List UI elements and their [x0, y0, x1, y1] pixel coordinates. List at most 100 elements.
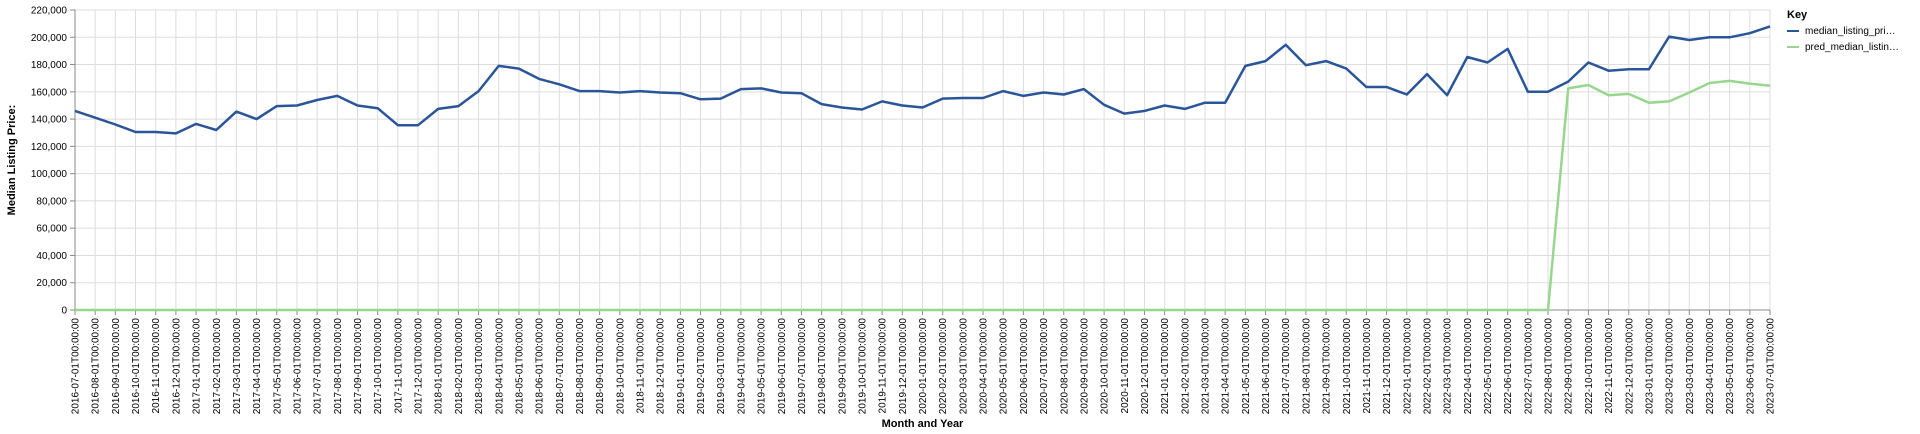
x-tick-label: 2022-03-01T00:00:00 — [1443, 318, 1454, 415]
y-tick-label: 20,000 — [36, 278, 67, 289]
legend-item-label: median_listing_pri… — [1805, 26, 1896, 37]
x-tick-label: 2022-06-01T00:00:00 — [1503, 318, 1514, 415]
x-tick-label: 2018-02-01T00:00:00 — [454, 318, 465, 415]
x-tick-label: 2019-02-01T00:00:00 — [696, 318, 707, 415]
x-tick-label: 2017-05-01T00:00:00 — [272, 318, 283, 415]
x-tick-label: 2017-11-01T00:00:00 — [393, 318, 404, 414]
y-tick-label: 100,000 — [31, 169, 68, 180]
x-tick-label: 2021-05-01T00:00:00 — [1241, 318, 1252, 415]
x-tick-label: 2020-01-01T00:00:00 — [918, 318, 929, 415]
x-tick-label: 2020-12-01T00:00:00 — [1140, 318, 1151, 415]
x-tick-label: 2016-10-01T00:00:00 — [131, 318, 142, 415]
grid — [74, 9, 1771, 311]
x-tick-label: 2019-04-01T00:00:00 — [736, 318, 747, 415]
x-tick-label: 2022-08-01T00:00:00 — [1544, 318, 1555, 415]
y-tick-label: 0 — [61, 306, 67, 317]
x-tick-label: 2018-06-01T00:00:00 — [535, 318, 546, 415]
x-tick-label: 2023-07-01T00:00:00 — [1766, 318, 1777, 415]
x-tick-label: 2018-07-01T00:00:00 — [555, 318, 566, 415]
x-tick-label: 2019-12-01T00:00:00 — [898, 318, 909, 415]
x-tick-label: 2019-06-01T00:00:00 — [777, 318, 788, 415]
y-tick-label: 180,000 — [31, 60, 68, 71]
x-tick-label: 2020-07-01T00:00:00 — [1039, 318, 1050, 415]
x-tick-label: 2021-04-01T00:00:00 — [1221, 318, 1232, 415]
x-tick-label: 2017-03-01T00:00:00 — [232, 318, 243, 415]
x-tick-label: 2016-09-01T00:00:00 — [111, 318, 122, 415]
x-tick-label: 2017-10-01T00:00:00 — [373, 318, 384, 415]
x-tick-label: 2018-12-01T00:00:00 — [656, 318, 667, 415]
x-tick-label: 2017-12-01T00:00:00 — [414, 318, 425, 415]
x-tick-label: 2020-03-01T00:00:00 — [958, 318, 969, 415]
x-tick-label: 2019-10-01T00:00:00 — [857, 318, 868, 415]
y-tick-label: 60,000 — [36, 224, 67, 235]
x-tick-label: 2017-09-01T00:00:00 — [353, 318, 364, 415]
x-tick-label: 2023-03-01T00:00:00 — [1685, 318, 1696, 415]
series-line-0 — [74, 25, 1771, 135]
y-tick-label: 220,000 — [31, 6, 68, 17]
x-tick-label: 2018-10-01T00:00:00 — [615, 318, 626, 415]
legend-title: Key — [1787, 9, 1808, 21]
x-tick-label: 2016-11-01T00:00:00 — [151, 318, 162, 414]
x-tick-label: 2020-02-01T00:00:00 — [938, 318, 949, 415]
x-tick-label: 2021-12-01T00:00:00 — [1382, 318, 1393, 415]
x-tick-label: 2022-07-01T00:00:00 — [1523, 318, 1534, 415]
x-tick-label: 2021-11-01T00:00:00 — [1362, 318, 1373, 414]
x-tick-label: 2022-10-01T00:00:00 — [1584, 318, 1595, 415]
x-tick-label: 2022-12-01T00:00:00 — [1624, 318, 1635, 415]
x-tick-label: 2020-10-01T00:00:00 — [1100, 318, 1111, 415]
y-tick-label: 120,000 — [31, 142, 68, 153]
y-axis-title: Median Listing Price: — [6, 105, 18, 216]
x-tick-label: 2018-08-01T00:00:00 — [575, 318, 586, 415]
x-tick-label: 2017-04-01T00:00:00 — [252, 318, 263, 415]
x-tick-label: 2023-05-01T00:00:00 — [1725, 318, 1736, 415]
x-tick-label: 2018-09-01T00:00:00 — [595, 318, 606, 415]
x-tick-label: 2022-02-01T00:00:00 — [1422, 318, 1433, 415]
x-tick-label: 2020-04-01T00:00:00 — [979, 318, 990, 415]
x-tick-label: 2018-04-01T00:00:00 — [494, 318, 505, 415]
x-tick-label: 2022-04-01T00:00:00 — [1463, 318, 1474, 415]
x-tick-label: 2021-07-01T00:00:00 — [1281, 318, 1292, 415]
x-tick-label: 2021-10-01T00:00:00 — [1342, 318, 1353, 415]
axes: 0 20,000 40,000 60,000 80,000 100,000 120,000 1… — [31, 6, 1777, 415]
x-tick-label: 2020-05-01T00:00:00 — [999, 318, 1010, 415]
x-tick-label: 2017-07-01T00:00:00 — [313, 318, 324, 415]
x-tick-label: 2022-05-01T00:00:00 — [1483, 318, 1494, 415]
x-tick-label: 2021-06-01T00:00:00 — [1261, 318, 1272, 415]
x-tick-label: 2016-12-01T00:00:00 — [171, 318, 182, 415]
x-tick-label: 2021-08-01T00:00:00 — [1301, 318, 1312, 415]
y-tick-label: 40,000 — [36, 251, 67, 262]
x-tick-label: 2017-08-01T00:00:00 — [333, 318, 344, 415]
series-line-1 — [75, 79, 1771, 312]
x-tick-label: 2018-05-01T00:00:00 — [514, 318, 525, 415]
y-tick-label: 140,000 — [31, 115, 68, 126]
series-lines — [74, 25, 1771, 312]
x-tick-label: 2022-01-01T00:00:00 — [1402, 318, 1413, 415]
x-tick-label: 2019-11-01T00:00:00 — [878, 318, 889, 414]
x-tick-label: 2018-11-01T00:00:00 — [636, 318, 647, 414]
x-tick-label: 2021-09-01T00:00:00 — [1322, 318, 1333, 415]
x-tick-label: 2020-08-01T00:00:00 — [1059, 318, 1070, 415]
x-tick-label: 2018-01-01T00:00:00 — [434, 318, 445, 415]
legend: Key median_listing_pri… pred_median_listi… — [1787, 9, 1899, 53]
x-tick-label: 2023-02-01T00:00:00 — [1665, 318, 1676, 415]
x-tick-label: 2022-11-01T00:00:00 — [1604, 318, 1615, 414]
x-tick-label: 2017-01-01T00:00:00 — [192, 318, 203, 415]
x-tick-label: 2020-11-01T00:00:00 — [1120, 318, 1131, 414]
x-tick-label: 2016-08-01T00:00:00 — [91, 318, 102, 415]
x-tick-label: 2016-07-01T00:00:00 — [71, 318, 82, 415]
x-tick-label: 2020-09-01T00:00:00 — [1079, 318, 1090, 415]
x-tick-label: 2017-02-01T00:00:00 — [212, 318, 223, 415]
x-tick-label: 2019-07-01T00:00:00 — [797, 318, 808, 415]
y-tick-label: 80,000 — [36, 196, 67, 207]
x-tick-label: 2019-05-01T00:00:00 — [757, 318, 768, 415]
x-tick-label: 2022-09-01T00:00:00 — [1564, 318, 1575, 415]
y-tick-label: 160,000 — [31, 87, 68, 98]
x-tick-label: 2017-06-01T00:00:00 — [292, 318, 303, 415]
x-tick-label: 2021-02-01T00:00:00 — [1180, 318, 1191, 415]
x-tick-label: 2021-01-01T00:00:00 — [1160, 318, 1171, 415]
x-tick-label: 2023-04-01T00:00:00 — [1705, 318, 1716, 415]
x-axis-title: Month and Year — [882, 418, 964, 430]
legend-item-label: pred_median_listin… — [1805, 42, 1899, 53]
x-tick-label: 2019-03-01T00:00:00 — [716, 318, 727, 415]
x-tick-label: 2023-06-01T00:00:00 — [1745, 318, 1756, 415]
